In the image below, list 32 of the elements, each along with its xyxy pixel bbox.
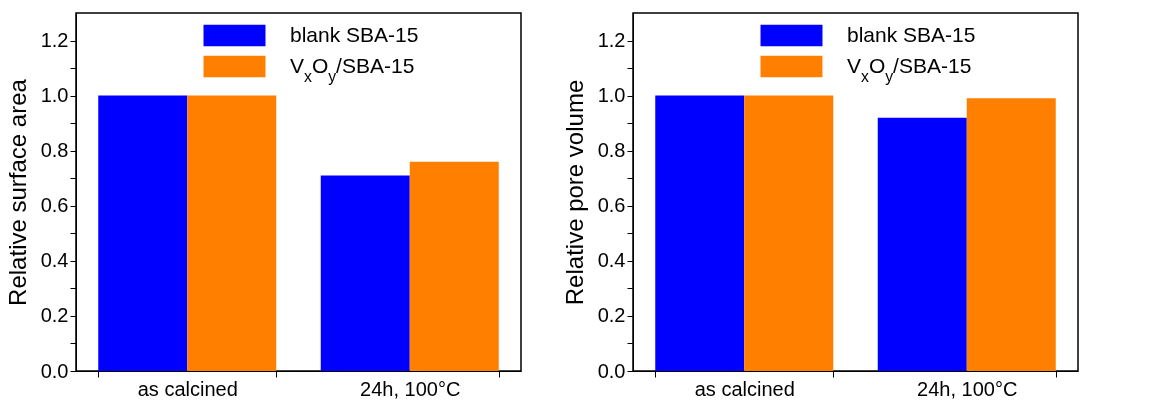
y-tick-label: 0.4	[40, 249, 69, 272]
x-tick-label: 24h, 100°C	[917, 377, 1018, 400]
bar	[409, 161, 499, 371]
y-axis-title: Relative pore volume	[560, 79, 588, 306]
y-tick-label: 0.6	[40, 194, 69, 217]
y-tick-label: 0.2	[40, 304, 69, 327]
y-tick-label: 0.0	[40, 359, 69, 382]
bar	[877, 117, 967, 371]
legend-label: V$_{x}$O$_{y}$/SBA-15	[847, 53, 972, 84]
y-tick-label: 1.0	[40, 84, 69, 107]
x-tick-label: as calcined	[694, 377, 795, 400]
y-tick-label: 1.0	[597, 84, 626, 107]
y-tick-label: 0.6	[597, 194, 626, 217]
legend-label: blank SBA-15	[847, 22, 976, 46]
y-tick-label: 1.2	[597, 29, 626, 52]
y-tick-label: 1.2	[40, 29, 69, 52]
y-tick-label: 0.2	[597, 304, 626, 327]
legend-label: V$_{x}$O$_{y}$/SBA-15	[290, 53, 415, 84]
legend-label: blank SBA-15	[290, 22, 419, 46]
y-tick-label: 0.8	[597, 139, 626, 162]
bar	[98, 95, 188, 371]
y-tick-label: 0.4	[597, 249, 626, 272]
y-tick-label: 0.0	[597, 359, 626, 382]
bar	[320, 175, 410, 371]
bar	[744, 95, 834, 371]
y-tick-label: 0.8	[40, 139, 69, 162]
bar	[966, 98, 1056, 371]
bar	[187, 95, 277, 371]
x-tick-label: 24h, 100°C	[360, 377, 461, 400]
x-tick-label: as calcined	[137, 377, 238, 400]
y-axis-title: Relative surface area	[3, 78, 31, 306]
bar	[655, 95, 745, 371]
